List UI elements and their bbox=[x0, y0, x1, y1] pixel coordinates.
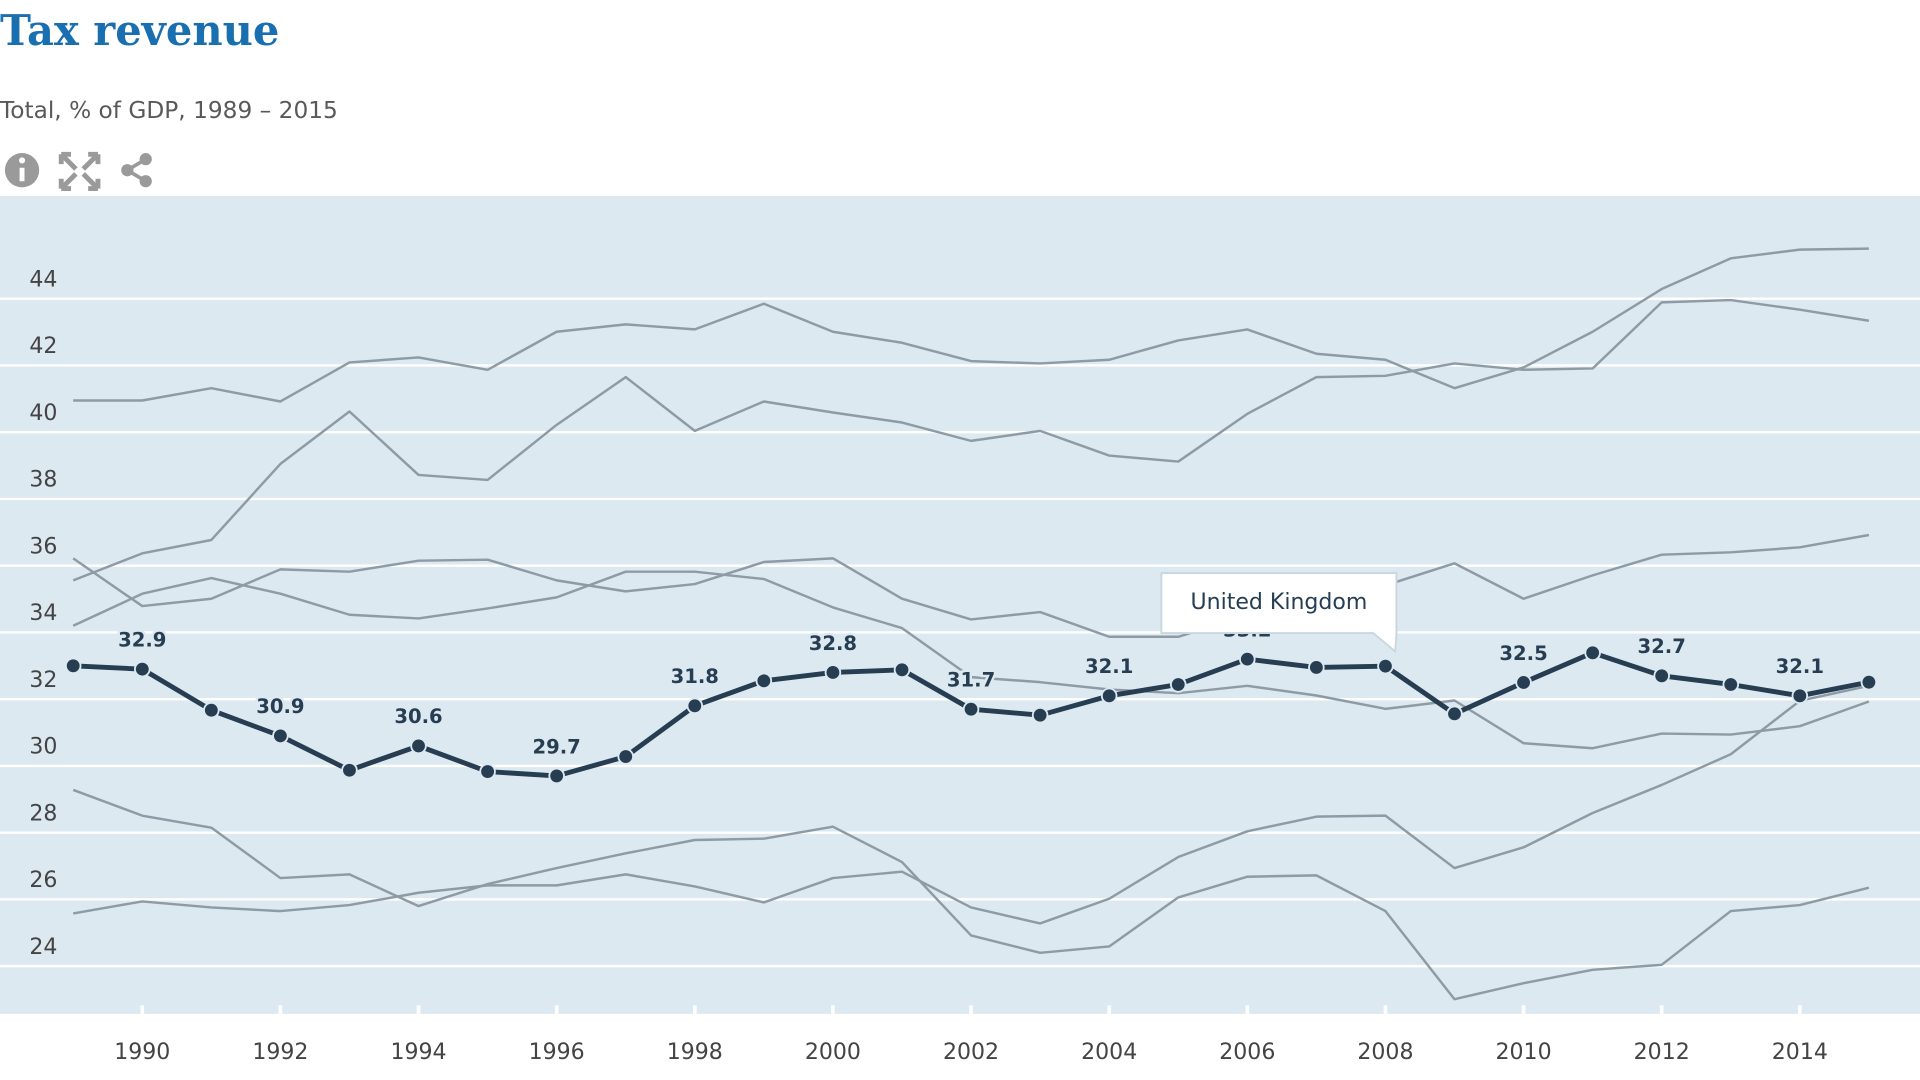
expand-icon[interactable] bbox=[58, 151, 101, 192]
point bbox=[410, 737, 427, 755]
point bbox=[686, 697, 704, 715]
point bbox=[962, 700, 980, 718]
series-line bbox=[72, 533, 1870, 638]
x-tick-label: 2006 bbox=[1219, 1040, 1275, 1065]
y-tick-label: 26 bbox=[29, 868, 57, 893]
y-tick-label: 30 bbox=[29, 735, 57, 760]
tooltip-box bbox=[1160, 572, 1398, 654]
data-label: 30.6 bbox=[394, 705, 442, 728]
point bbox=[1308, 659, 1325, 676]
point bbox=[1860, 673, 1878, 691]
y-tick-label: 24 bbox=[29, 935, 57, 960]
y-tick-label: 42 bbox=[29, 334, 57, 359]
data-label: 31.8 bbox=[671, 665, 719, 688]
y-tick-label: 36 bbox=[29, 534, 57, 559]
data-label: 32.1 bbox=[1776, 655, 1824, 678]
point bbox=[272, 727, 289, 745]
series-line bbox=[72, 570, 1870, 750]
data-label: 30.9 bbox=[256, 695, 304, 718]
chart-subtitle: Total, % of GDP, 1989 – 2015 bbox=[0, 97, 338, 124]
data-label: 32.9 bbox=[118, 628, 166, 651]
tooltip-label: United Kingdom bbox=[1190, 590, 1367, 615]
point bbox=[1584, 644, 1601, 662]
chart-title: Tax revenue bbox=[0, 6, 279, 55]
point bbox=[203, 701, 220, 719]
x-tick-label: 2008 bbox=[1357, 1040, 1413, 1065]
point bbox=[341, 761, 358, 779]
series-line bbox=[72, 298, 1870, 582]
share-icon[interactable] bbox=[121, 153, 152, 188]
plot-background bbox=[0, 195, 1920, 1014]
y-tick-label: 44 bbox=[29, 267, 57, 292]
data-label: 32.1 bbox=[1085, 655, 1133, 678]
data-label: 29.7 bbox=[533, 735, 581, 758]
point bbox=[479, 763, 496, 780]
point bbox=[1377, 657, 1394, 675]
point bbox=[1722, 676, 1740, 693]
point bbox=[893, 661, 911, 679]
series-line bbox=[72, 684, 1870, 925]
data-label: 31.7 bbox=[947, 669, 995, 692]
data-label: 32.8 bbox=[809, 632, 857, 655]
point bbox=[824, 664, 842, 681]
y-tick-label: 32 bbox=[29, 668, 57, 693]
x-tick-label: 2000 bbox=[805, 1040, 861, 1065]
point bbox=[1169, 676, 1187, 693]
y-tick-label: 38 bbox=[29, 468, 57, 493]
x-tick-label: 2010 bbox=[1496, 1040, 1552, 1065]
point bbox=[755, 672, 773, 690]
point bbox=[617, 748, 634, 765]
point bbox=[1100, 687, 1118, 705]
y-tick-label: 34 bbox=[29, 601, 57, 626]
x-tick-label: 1998 bbox=[667, 1040, 723, 1065]
x-tick-label: 1996 bbox=[529, 1040, 585, 1065]
point bbox=[548, 767, 565, 785]
series-line bbox=[73, 247, 1869, 403]
x-tick-label: 2014 bbox=[1772, 1040, 1828, 1065]
x-tick-label: 1992 bbox=[252, 1040, 308, 1065]
x-tick-label: 1994 bbox=[390, 1040, 446, 1065]
point bbox=[1239, 650, 1256, 668]
y-tick-label: 28 bbox=[29, 801, 57, 826]
info-icon[interactable] bbox=[4, 153, 40, 188]
point bbox=[1515, 674, 1532, 691]
point bbox=[1653, 667, 1670, 685]
x-tick-label: 2004 bbox=[1081, 1040, 1137, 1065]
data-label: 32.5 bbox=[1499, 642, 1547, 665]
point bbox=[1031, 706, 1049, 724]
point bbox=[64, 657, 82, 675]
point bbox=[134, 660, 151, 678]
data-label: 32.7 bbox=[1638, 635, 1686, 658]
y-tick-label: 40 bbox=[29, 401, 57, 426]
x-tick-label: 2012 bbox=[1634, 1040, 1690, 1065]
point bbox=[1446, 705, 1463, 723]
point bbox=[1791, 687, 1809, 705]
series-line bbox=[72, 788, 1870, 1001]
x-tick-label: 1990 bbox=[114, 1040, 170, 1065]
x-tick-label: 2002 bbox=[943, 1040, 999, 1065]
